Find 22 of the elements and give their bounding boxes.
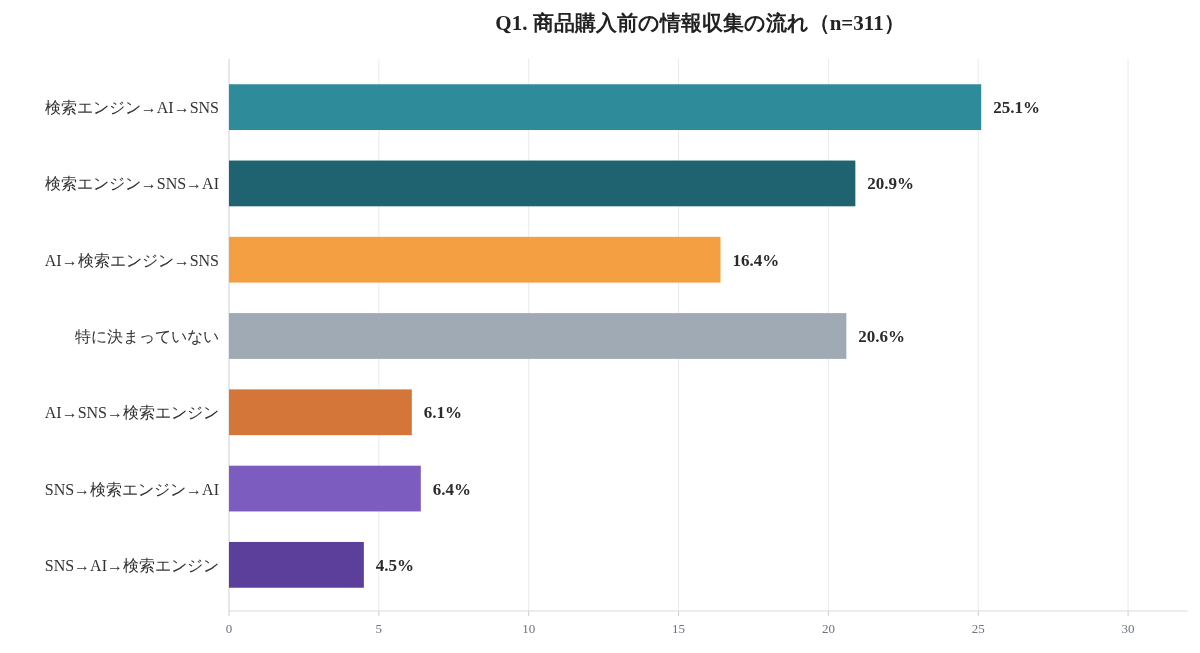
y-tick-label: SNS→検索エンジン→AI [44,480,219,498]
data-label: 16.4% [732,250,780,270]
x-tick-label: 25 [971,621,985,636]
x-tick-label: 5 [375,621,383,636]
chart-title: Q1. 商品購入前の情報収集の流れ（n=311） [495,11,905,35]
data-label: 20.6% [858,327,906,346]
y-tick-label: 検索エンジン→AI→SNS [44,99,219,117]
y-tick-label: 特に決まっていない [75,328,219,345]
x-tick-label: 10 [522,621,536,636]
y-tick-label: 検索エンジン→SNS→AI [44,175,219,193]
data-label: 20.9% [867,174,915,194]
y-tick-label: SNS→AI→検索エンジン [44,556,219,574]
data-label: 4.5% [375,555,415,575]
x-tick-label: 0 [225,621,233,636]
data-label: 25.1% [993,98,1040,118]
data-label: 6.1% [423,403,463,423]
y-tick-label: AI→SNS→検索エンジン [44,404,219,422]
y-tick-label: AI→検索エンジン→SNS [44,251,219,269]
x-tick-label: 30 [1121,621,1135,636]
x-tick-label: 15 [672,621,686,636]
x-tick-label: 20 [821,621,835,636]
data-label: 6.4% [432,479,472,499]
